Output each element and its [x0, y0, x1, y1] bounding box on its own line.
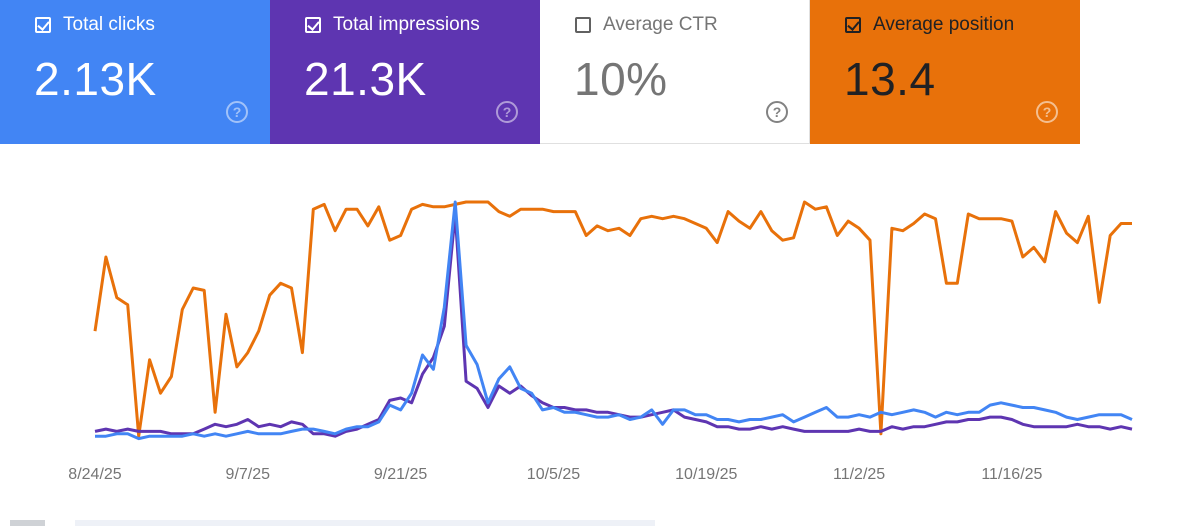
- scrollbar-track[interactable]: [75, 520, 655, 526]
- scrollbar-thumb[interactable]: [10, 520, 45, 526]
- x-axis-ticks: 8/24/25 9/7/25 9/21/25 10/5/25 10/19/25 11/2/…: [68, 466, 1042, 483]
- checkbox-unchecked-icon[interactable]: [575, 17, 591, 33]
- card-label: Average CTR: [603, 14, 718, 35]
- card-total-clicks[interactable]: Total clicks 2.13K ?: [0, 0, 270, 144]
- card-average-position[interactable]: Average position 13.4 ?: [810, 0, 1080, 144]
- series-line-total-clicks: [95, 200, 1133, 441]
- checkbox-checked-icon[interactable]: [35, 17, 51, 33]
- card-value: 21.3K: [304, 53, 427, 105]
- card-header: Average CTR: [575, 14, 718, 36]
- help-icon[interactable]: ?: [496, 101, 518, 123]
- help-icon[interactable]: ?: [766, 101, 788, 123]
- x-tick-label: 11/2/25: [833, 466, 885, 483]
- checkbox-checked-icon[interactable]: [305, 17, 321, 33]
- card-label: Total clicks: [63, 14, 155, 35]
- x-tick-label: 10/19/25: [675, 466, 737, 483]
- series-line-total-impressions: [94, 212, 1133, 438]
- card-header: Total clicks: [35, 14, 155, 36]
- performance-chart: 8/24/25 9/7/25 9/21/25 10/5/25 10/19/25 11/2/…: [68, 200, 1133, 483]
- card-value: 2.13K: [34, 53, 157, 105]
- card-label: Total impressions: [333, 14, 480, 35]
- x-tick-label: 9/21/25: [374, 466, 427, 483]
- card-value: 13.4: [844, 53, 936, 105]
- checkbox-checked-icon[interactable]: [845, 17, 861, 33]
- x-tick-label: 10/5/25: [527, 466, 580, 483]
- series-line-average-position: [93, 200, 1132, 438]
- card-header: Average position: [845, 14, 1014, 36]
- help-icon[interactable]: ?: [226, 101, 248, 123]
- metric-cards: Total clicks 2.13K ? Total impressions 2…: [0, 0, 1080, 144]
- x-tick-label: 11/16/25: [981, 466, 1042, 483]
- x-tick-label: 9/7/25: [226, 466, 271, 483]
- help-icon[interactable]: ?: [1036, 101, 1058, 123]
- card-total-impressions[interactable]: Total impressions 21.3K ?: [270, 0, 540, 144]
- x-tick-label: 8/24/25: [68, 466, 121, 483]
- series-layer: [93, 200, 1133, 441]
- card-value: 10%: [574, 53, 668, 105]
- card-average-ctr[interactable]: Average CTR 10% ?: [540, 0, 810, 144]
- card-header: Total impressions: [305, 14, 480, 36]
- card-label: Average position: [873, 14, 1015, 35]
